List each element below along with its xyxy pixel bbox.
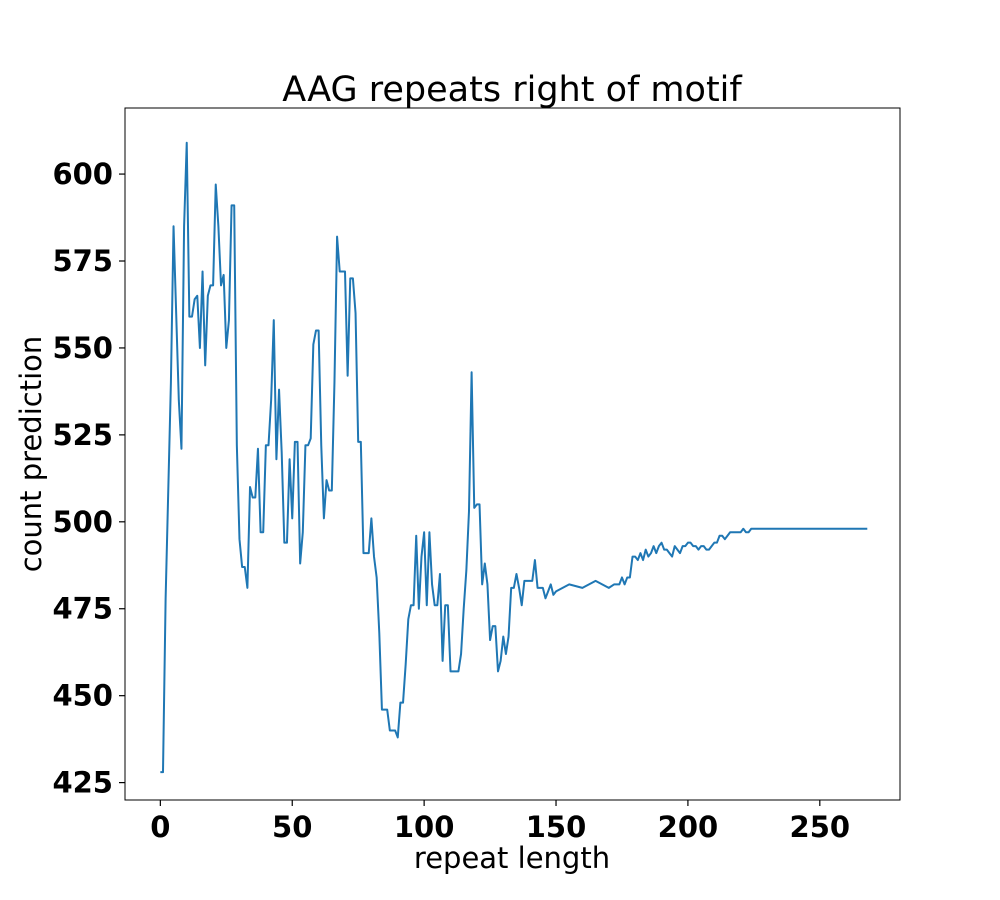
y-tick-label: 575 — [52, 244, 113, 278]
x-axis: 0 50 100 150 200 250 — [150, 800, 850, 844]
chart-title: AAG repeats right of motif — [282, 70, 742, 110]
y-tick-label: 550 — [52, 331, 113, 365]
x-tick-label: 100 — [394, 810, 455, 844]
y-axis: 425 450 475 500 525 550 575 600 — [52, 157, 125, 800]
series-line — [160, 141, 868, 774]
plot-frame — [124, 107, 901, 801]
y-tick-label: 475 — [52, 592, 113, 626]
y-tick-label: 450 — [52, 679, 113, 713]
plot-area — [124, 107, 901, 801]
y-tick-label: 525 — [52, 418, 113, 452]
y-tick-label: 500 — [52, 505, 113, 539]
y-tick-label: 600 — [52, 157, 113, 191]
x-axis-label: repeat length — [414, 841, 610, 875]
x-tick-label: 150 — [526, 810, 587, 844]
x-tick-label: 250 — [790, 810, 851, 844]
y-axis-label: count prediction — [14, 336, 48, 573]
y-tick-label: 425 — [52, 766, 113, 800]
x-tick-label: 50 — [272, 810, 312, 844]
x-tick-label: 200 — [658, 810, 719, 844]
x-tick-label: 0 — [150, 810, 170, 844]
